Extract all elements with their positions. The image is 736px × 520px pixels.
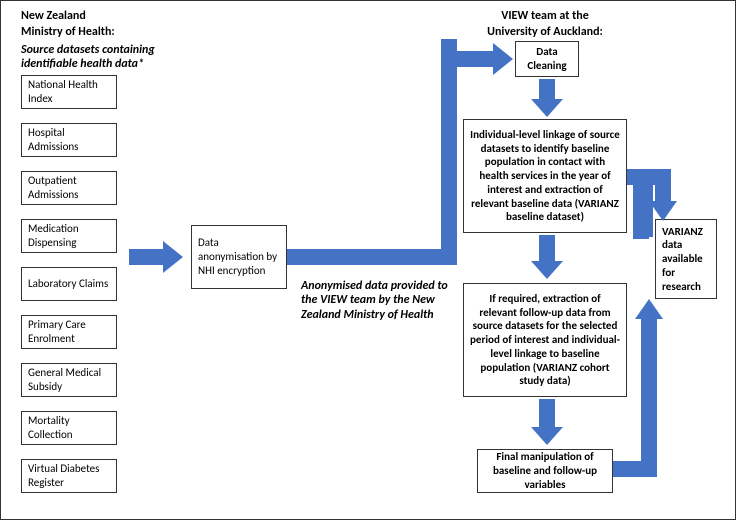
arrow-final-to-output (613, 297, 687, 477)
arrow-followup-to-final (529, 399, 565, 447)
source-box: Mortality Collection (21, 411, 117, 445)
source-box: Primary Care Enrolment (21, 315, 117, 349)
source-box: General Medical Subsidy (21, 363, 117, 397)
view-header-l1: VIEW team at the (463, 9, 627, 23)
step-final-box: Final manipulation of baseline and follo… (477, 449, 613, 493)
arrow-linkage-right (627, 167, 683, 227)
source-box: National Health Index (21, 75, 117, 109)
arrow-cleaning-to-linkage (529, 79, 565, 119)
source-box: Laboratory Claims (21, 267, 117, 301)
nz-moh-header-l2: Ministry of Health: (21, 25, 115, 39)
anonymised-caption: Anonymised data provided to the VIEW tea… (301, 279, 451, 322)
source-box: Medication Dispensing (21, 219, 117, 253)
source-box: Outpatient Admissions (21, 171, 117, 205)
arrow-sources-to-anon (129, 237, 185, 277)
nz-moh-sub-l1: Source datasets containing (21, 43, 155, 57)
step-followup-box: If required, extraction of relevant foll… (463, 283, 627, 397)
nz-moh-sub-l2: identifiable health data* (21, 57, 144, 71)
step-followup-text: If required, extraction of relevant foll… (470, 292, 620, 388)
source-box: Hospital Admissions (21, 123, 117, 157)
step-cleaning-box: Data Cleaning (515, 41, 579, 77)
arrow-linkage-to-followup (529, 235, 565, 281)
flowchart-canvas: New Zealand Ministry of Health: Source d… (0, 0, 736, 520)
view-header-l2: University of Auckland: (463, 25, 627, 39)
step-cleaning-text: Data Cleaning (522, 45, 572, 73)
source-box: Virtual Diabetes Register (21, 459, 117, 493)
output-text: VARIANZ data available for research (662, 225, 710, 294)
anonymisation-box: Data anonymisation by NHI encryption (191, 225, 287, 289)
step-final-text: Final manipulation of baseline and follo… (484, 450, 606, 491)
nz-moh-header-l1: New Zealand (21, 9, 86, 23)
arrow-anon-to-cleaning (287, 39, 515, 271)
anonymisation-text: Data anonymisation by NHI encryption (198, 236, 280, 277)
